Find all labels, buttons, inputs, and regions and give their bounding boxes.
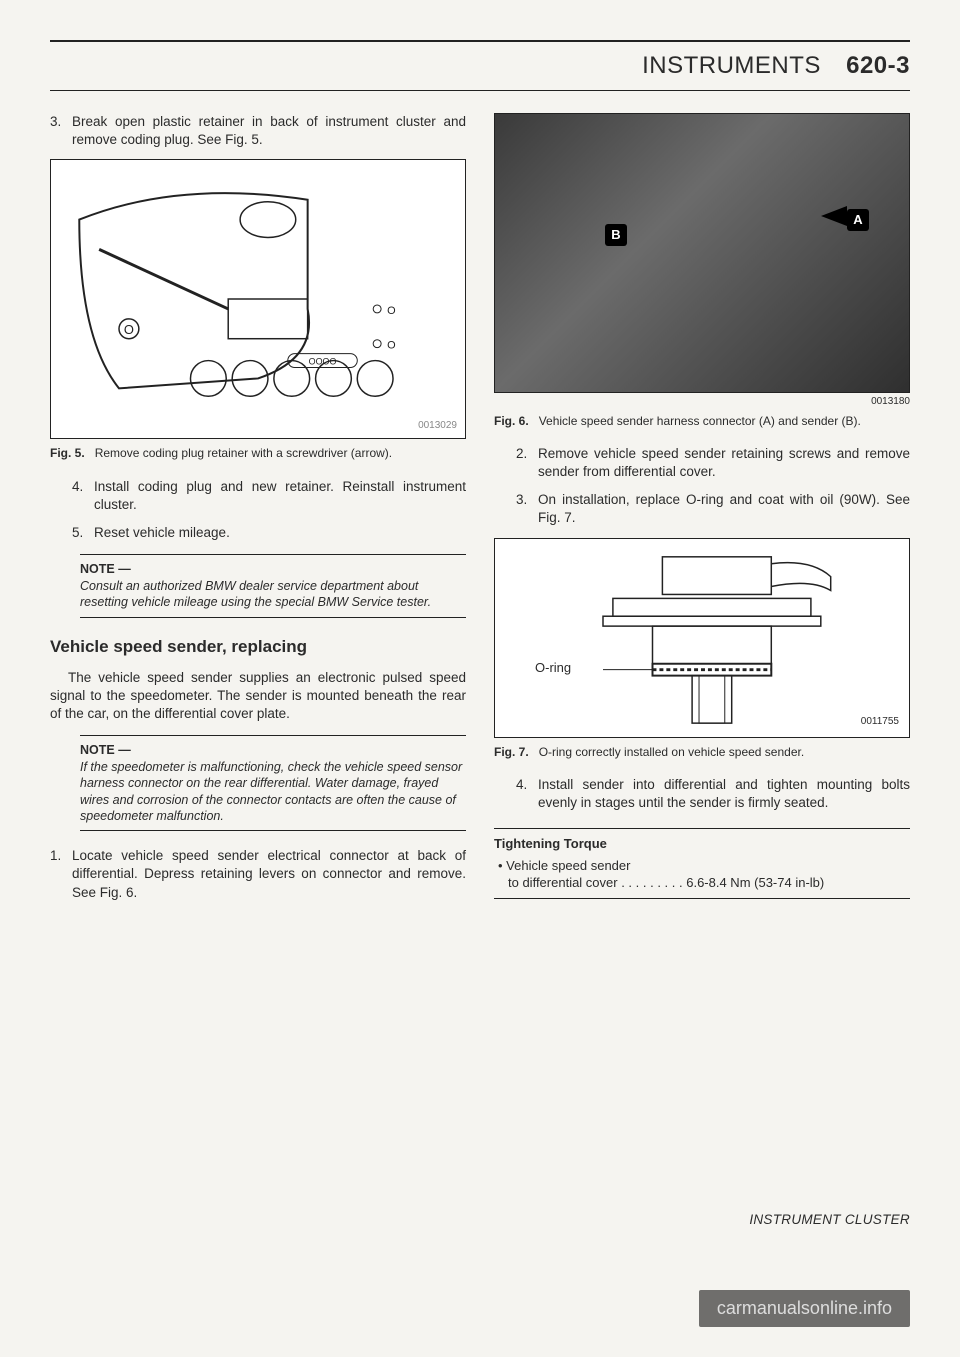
step-number: 3. bbox=[516, 491, 538, 527]
step-4: 4. Install coding plug and new retainer.… bbox=[72, 478, 466, 514]
figure-7-imgnum: 0011755 bbox=[861, 715, 899, 729]
torque-title: Tightening Torque bbox=[494, 835, 910, 853]
note-2: NOTE — If the speedometer is malfunction… bbox=[80, 735, 466, 831]
note-body: If the speedometer is malfunctioning, ch… bbox=[80, 759, 466, 824]
svg-text:OOOO: OOOO bbox=[309, 357, 337, 367]
content-columns: 3. Break open plastic retainer in back o… bbox=[50, 113, 910, 912]
top-rule bbox=[50, 40, 910, 42]
footer-section-label: INSTRUMENT CLUSTER bbox=[749, 1212, 910, 1227]
watermark: carmanualsonline.info bbox=[699, 1290, 910, 1327]
step-text: Install sender into differential and tig… bbox=[538, 776, 910, 812]
fig6-prefix: Fig. 6. bbox=[494, 414, 529, 428]
svg-text:O: O bbox=[387, 340, 395, 352]
step-number: 4. bbox=[72, 478, 94, 514]
figure-6: B A bbox=[494, 113, 910, 393]
step-number: 2. bbox=[516, 445, 538, 481]
step-text: Reset vehicle mileage. bbox=[94, 524, 466, 542]
note-1: NOTE — Consult an authorized BMW dealer … bbox=[80, 554, 466, 617]
right-step-3: 3. On installation, replace O-ring and c… bbox=[516, 491, 910, 527]
right-column: B A 0013180 Fig. 6. Vehicle speed sender… bbox=[494, 113, 910, 912]
figure-6-caption: Fig. 6. Vehicle speed sender harness con… bbox=[494, 413, 910, 429]
svg-text:O: O bbox=[387, 305, 395, 317]
fig6-text: Vehicle speed sender harness connector (… bbox=[539, 414, 861, 428]
step-text: Locate vehicle speed sender electrical c… bbox=[72, 847, 466, 902]
figure-7-caption: Fig. 7. O-ring correctly installed on ve… bbox=[494, 744, 910, 760]
oring-label: O-ring bbox=[535, 659, 571, 677]
fig7-illustration bbox=[495, 539, 909, 737]
figure-5-imgnum: 0013029 bbox=[418, 419, 457, 433]
section-heading: Vehicle speed sender, replacing bbox=[50, 636, 466, 659]
step-number: 5. bbox=[72, 524, 94, 542]
figure-5: O O O OOOO 0013029 bbox=[50, 159, 466, 439]
fig5-text: Remove coding plug retainer with a screw… bbox=[95, 446, 392, 460]
fig6-label-b: B bbox=[605, 224, 627, 246]
step-text: Break open plastic retainer in back of i… bbox=[72, 113, 466, 149]
fig7-prefix: Fig. 7. bbox=[494, 745, 529, 759]
step-1b: 1. Locate vehicle speed sender electrica… bbox=[50, 847, 466, 902]
torque-box: Tightening Torque • Vehicle speed sender… bbox=[494, 828, 910, 899]
step-text: Install coding plug and new retainer. Re… bbox=[94, 478, 466, 514]
step-number: 3. bbox=[50, 113, 72, 149]
torque-item-line: to differential cover . . . . . . . . . … bbox=[508, 874, 910, 892]
step-number: 1. bbox=[50, 847, 72, 902]
fig7-text: O-ring correctly installed on vehicle sp… bbox=[539, 745, 804, 759]
step-3: 3. Break open plastic retainer in back o… bbox=[50, 113, 466, 149]
fig6-arrow-icon bbox=[821, 206, 847, 226]
right-step-4: 4. Install sender into differential and … bbox=[516, 776, 910, 812]
step-number: 4. bbox=[516, 776, 538, 812]
step-text: On installation, replace O-ring and coat… bbox=[538, 491, 910, 527]
chapter-title: INSTRUMENTS bbox=[642, 52, 821, 79]
fig5-illustration: O O O OOOO bbox=[51, 160, 465, 438]
page-number: 620-3 bbox=[846, 52, 910, 79]
figure-6-imgnum: 0013180 bbox=[494, 395, 910, 409]
step-text: Remove vehicle speed sender retaining sc… bbox=[538, 445, 910, 481]
note-label: NOTE — bbox=[80, 742, 466, 759]
note-body: Consult an authorized BMW dealer service… bbox=[80, 578, 466, 611]
page-header: INSTRUMENTS 620-3 bbox=[50, 48, 910, 91]
fig5-prefix: Fig. 5. bbox=[50, 446, 85, 460]
figure-5-caption: Fig. 5. Remove coding plug retainer with… bbox=[50, 445, 466, 461]
figure-7: O-ring 0011755 bbox=[494, 538, 910, 738]
note-label: NOTE — bbox=[80, 561, 466, 578]
fig6-label-a: A bbox=[847, 209, 869, 231]
step-5: 5. Reset vehicle mileage. bbox=[72, 524, 466, 542]
page: INSTRUMENTS 620-3 3. Break open plastic … bbox=[0, 0, 960, 1357]
torque-item-label: • Vehicle speed sender bbox=[498, 857, 910, 875]
svg-text:O: O bbox=[124, 322, 134, 337]
section-paragraph: The vehicle speed sender supplies an ele… bbox=[50, 669, 466, 724]
right-step-2: 2. Remove vehicle speed sender retaining… bbox=[516, 445, 910, 481]
left-column: 3. Break open plastic retainer in back o… bbox=[50, 113, 466, 912]
